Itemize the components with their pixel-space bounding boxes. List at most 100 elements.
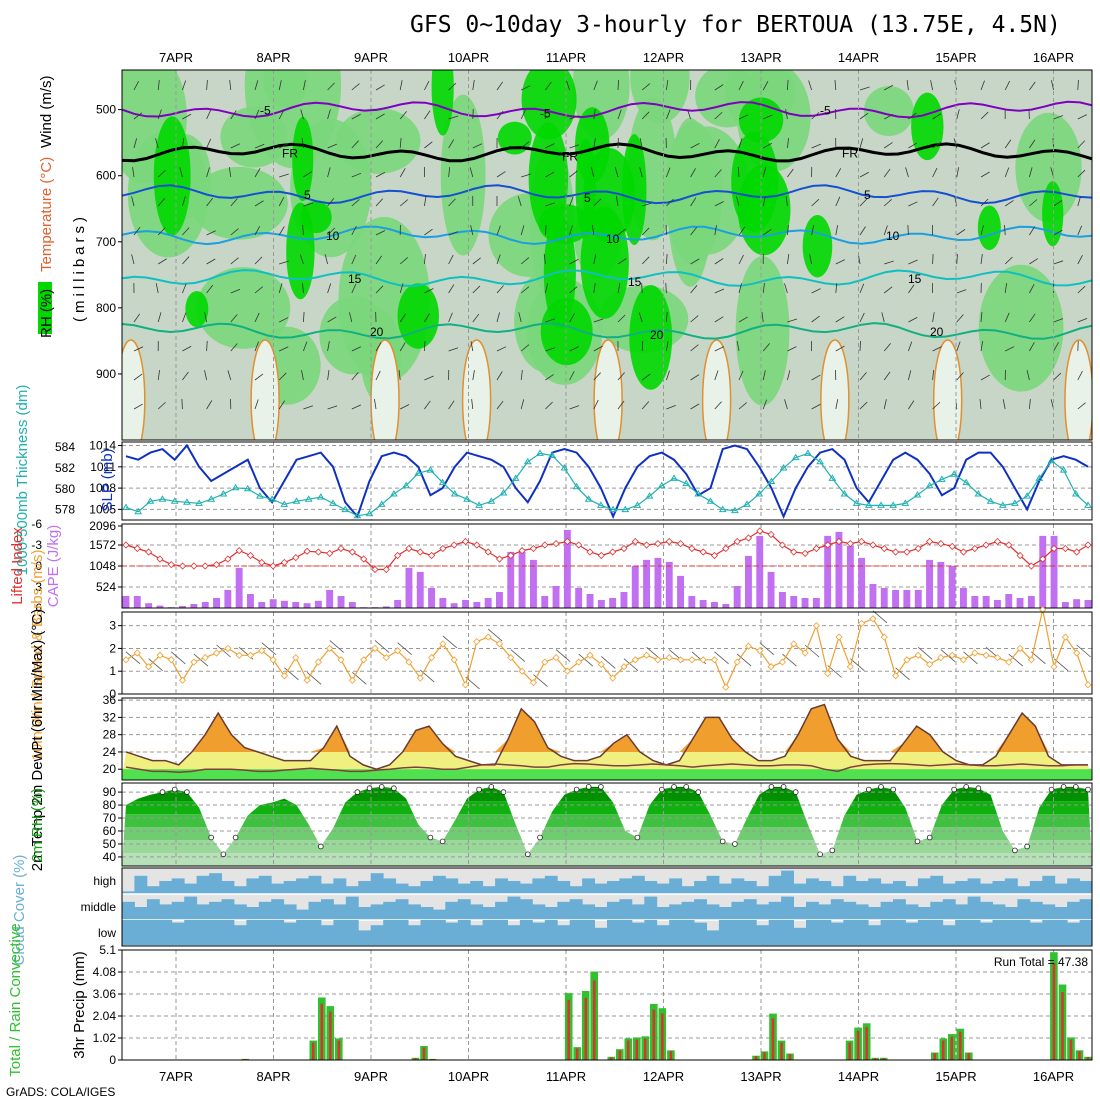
wind-barb <box>980 142 990 149</box>
temp-base-overlay <box>122 769 1092 780</box>
lifted-index-point <box>145 548 153 556</box>
wind-barb <box>157 401 166 410</box>
wind-barb <box>811 403 821 410</box>
cloud-cell-low <box>196 920 210 946</box>
wind-speed-point <box>224 644 232 652</box>
cape-bar <box>892 590 899 608</box>
wind-barb <box>375 370 381 381</box>
wind-barb <box>133 403 143 410</box>
cape-bar <box>631 565 639 608</box>
cloud-cell-high <box>793 883 807 894</box>
wind-barb <box>787 318 798 323</box>
lifted-index-point <box>778 541 786 549</box>
wind-barb <box>157 258 167 265</box>
rh-legend-label: RH (%) <box>38 289 55 338</box>
isotherm-label: 15 <box>348 272 362 286</box>
wind-speed-point <box>801 649 809 657</box>
precip-convective-bar <box>1086 1057 1090 1060</box>
wind-speed-point <box>439 640 447 648</box>
wind-barb <box>133 112 143 120</box>
wind-barb <box>980 341 984 352</box>
wind-barb <box>254 256 263 265</box>
wind-barb <box>254 143 265 149</box>
isotherm-5 <box>122 184 1092 205</box>
cape-bar <box>1016 598 1024 608</box>
cloud-cell-middle <box>196 904 210 920</box>
rh-blob-mid <box>263 70 309 108</box>
wind-barb <box>157 80 160 91</box>
cloud-cell-middle <box>370 904 384 920</box>
precip-convective-bar <box>1061 992 1064 1060</box>
wind-barb <box>1077 402 1086 410</box>
top-date-5: 12APR <box>643 50 684 65</box>
wind-barb <box>303 341 308 352</box>
lifted-index-point <box>1084 541 1092 549</box>
wind-barb <box>424 254 426 265</box>
wind-speed-point <box>744 642 753 650</box>
precip-convective-bar <box>967 1053 970 1060</box>
cloud-cell-low <box>644 920 658 946</box>
top-date-0: 7APR <box>159 50 193 65</box>
wind-barb <box>690 344 699 352</box>
cloud-cell-low <box>345 920 359 946</box>
wind-barb <box>545 374 554 381</box>
isotherm-label: 5 <box>584 191 591 205</box>
cape-bar <box>801 598 809 608</box>
wind-barb <box>614 167 619 178</box>
cape-bar <box>530 559 537 608</box>
cape-bar <box>846 545 854 608</box>
thickness-point <box>268 495 276 502</box>
cloud-cell-high <box>519 883 533 894</box>
cloud-cell-middle <box>880 901 894 920</box>
wind-barb <box>666 311 668 323</box>
isotherm-15 <box>122 269 1092 288</box>
cloud-cell-middle <box>582 904 595 920</box>
thickness-point <box>499 489 508 496</box>
wind-speed-point <box>948 651 956 659</box>
cloud-cell-high <box>619 878 633 894</box>
wind-barb <box>591 225 595 236</box>
wind-speed-point <box>937 654 945 662</box>
wind-barb <box>496 254 501 265</box>
wind-speed-point <box>201 654 209 662</box>
top-date-9: 16APR <box>1033 50 1074 65</box>
wind-barb <box>763 114 773 120</box>
thickness-tick-label: 584 <box>55 440 75 454</box>
cloud-cell-middle <box>706 904 720 920</box>
wind-barb <box>278 80 282 91</box>
cloud-cell-high <box>893 881 906 894</box>
wind-speed-point <box>914 651 922 659</box>
cloud-cell-middle <box>1079 899 1093 920</box>
rh-band <box>122 853 1092 866</box>
wind-speed-point <box>179 676 187 684</box>
surface-wind-barb <box>397 642 412 656</box>
wind-barb <box>204 312 207 323</box>
cape-bar <box>779 592 786 608</box>
wind-barb <box>641 111 650 120</box>
thickness-point <box>207 495 216 502</box>
wind-barb <box>327 82 335 91</box>
cloud-cell-low <box>146 920 160 946</box>
wind-barb <box>736 196 740 207</box>
cloud-cell-high <box>171 878 185 894</box>
rh-point <box>817 851 823 858</box>
lifted-index-point <box>767 530 775 539</box>
lifted-index-point <box>993 537 1002 546</box>
rh-point <box>671 784 677 790</box>
wind-barb <box>254 226 261 236</box>
wind-barb <box>690 403 700 410</box>
cloud-cell-low <box>134 920 148 946</box>
cape-bar <box>812 598 820 608</box>
wind-barb <box>1077 196 1081 207</box>
upper-air-panel: -5 -5 -5 FR FR FR 5 5 5 10 10 10 15 15 15 20 20 20 500 600… <box>38 69 1093 441</box>
cape-bar <box>247 594 254 608</box>
wind-barb <box>980 111 989 120</box>
cape-bar <box>982 596 990 608</box>
panel-frame <box>121 697 1093 781</box>
wind-barb <box>883 168 891 178</box>
wind-barb <box>181 398 183 410</box>
thickness-point <box>316 493 325 500</box>
thickness-point <box>256 492 264 499</box>
surface-wind-barb <box>1031 651 1046 665</box>
cloud-cell-high <box>495 878 508 894</box>
